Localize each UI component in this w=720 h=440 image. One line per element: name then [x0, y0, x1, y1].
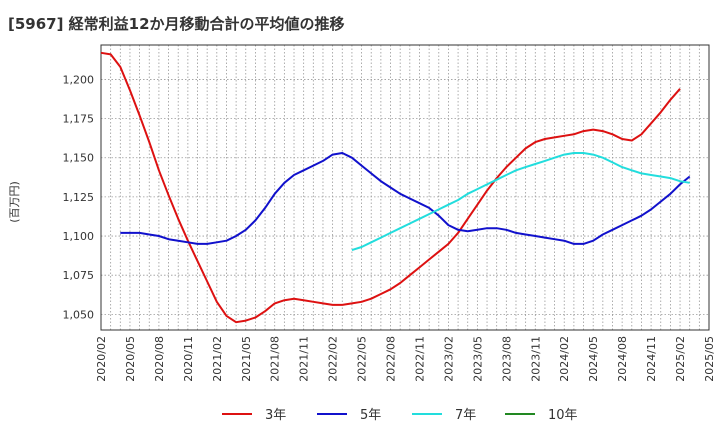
x-axis: 2020/02 2020/05 2020/08 2020/11 2021/02 2021/…	[95, 336, 716, 382]
legend-label: 10年	[548, 408, 578, 423]
x-tick-label: 2022/05	[356, 336, 369, 382]
y-tick-label: 1,125	[63, 191, 95, 204]
chart-grid	[101, 45, 709, 330]
x-tick-label: 2021/02	[211, 336, 224, 382]
x-tick-label: 2024/11	[645, 336, 658, 382]
x-tick-label: 2021/08	[269, 336, 282, 382]
y-tick-label: 1,100	[63, 230, 95, 243]
legend-item: 3年	[222, 408, 286, 423]
x-tick-label: 2020/05	[124, 336, 137, 382]
legend-item: 10年	[505, 408, 578, 423]
series-lines	[100, 51, 691, 324]
x-tick-label: 2022/11	[413, 336, 426, 382]
x-tick-label: 2025/05	[703, 336, 716, 382]
x-tick-label: 2020/02	[95, 336, 108, 382]
x-tick-label: 2024/08	[616, 336, 629, 382]
x-tick-label: 2021/11	[298, 336, 311, 382]
legend: 3年 5年 7年 10年	[222, 408, 578, 423]
y-axis: 1,050 1,075 1,100 1,125 1,150 1,175 1,200	[63, 73, 95, 321]
y-tick-label: 1,150	[63, 152, 95, 165]
y-tick-label: 1,075	[63, 269, 95, 282]
x-tick-label: 2023/02	[442, 336, 455, 382]
x-tick-label: 2020/08	[153, 336, 166, 382]
legend-label: 7年	[455, 408, 476, 423]
x-tick-label: 2025/02	[674, 336, 687, 382]
y-axis-label: (百万円)	[8, 181, 21, 223]
x-tick-label: 2023/05	[471, 336, 484, 382]
y-tick-label: 1,175	[63, 113, 95, 126]
y-tick-label: 1,050	[63, 308, 95, 321]
chart-title: [5967] 経常利益12か月移動合計の平均値の推移	[8, 15, 345, 33]
x-tick-label: 2024/05	[587, 336, 600, 382]
x-tick-label: 2022/02	[327, 336, 340, 382]
legend-label: 5年	[360, 408, 381, 423]
y-tick-label: 1,200	[63, 73, 95, 86]
x-tick-label: 2024/02	[558, 336, 571, 382]
x-tick-label: 2022/08	[385, 336, 398, 382]
legend-label: 3年	[265, 408, 286, 423]
x-tick-label: 2023/11	[529, 336, 542, 382]
series-line-3年	[100, 51, 681, 324]
series-line-5年	[120, 152, 691, 245]
series-line-7年	[351, 152, 690, 252]
legend-item: 5年	[317, 408, 381, 423]
x-tick-label: 2021/05	[240, 336, 253, 382]
plot-area	[100, 44, 710, 331]
x-tick-label: 2023/08	[500, 336, 513, 382]
x-tick-label: 2020/11	[182, 336, 195, 382]
legend-item: 7年	[412, 408, 476, 423]
